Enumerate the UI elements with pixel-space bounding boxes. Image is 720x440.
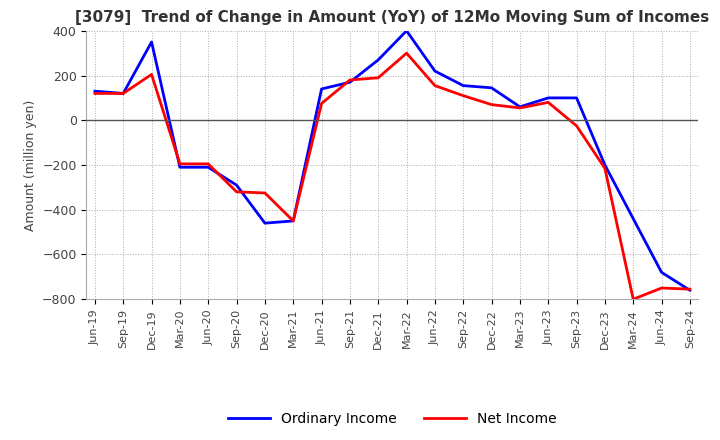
Net Income (148, 72, 156, 77)
Ordinary Income (516, 104, 524, 110)
Ordinary Income (459, 83, 467, 88)
Net Income (289, 218, 297, 224)
Ordinary Income (374, 57, 382, 62)
Ordinary Income (431, 68, 439, 73)
Net Income (204, 161, 212, 166)
Ordinary Income (148, 39, 156, 44)
Net Income (91, 91, 99, 96)
Y-axis label: Amount (million yen): Amount (million yen) (24, 99, 37, 231)
Ordinary Income (572, 95, 581, 100)
Net Income (600, 166, 609, 171)
Line: Net Income: Net Income (95, 53, 690, 299)
Net Income (487, 102, 496, 107)
Line: Ordinary Income: Ordinary Income (95, 31, 690, 290)
Ordinary Income (685, 288, 694, 293)
Net Income (402, 51, 411, 56)
Net Income (657, 286, 666, 291)
Net Income (572, 123, 581, 128)
Ordinary Income (346, 80, 354, 85)
Net Income (516, 105, 524, 110)
Net Income (431, 83, 439, 88)
Net Income (629, 297, 637, 302)
Ordinary Income (600, 162, 609, 168)
Net Income (374, 75, 382, 81)
Net Income (346, 77, 354, 83)
Ordinary Income (318, 86, 326, 92)
Net Income (544, 100, 552, 105)
Net Income (119, 91, 127, 96)
Ordinary Income (176, 165, 184, 170)
Ordinary Income (119, 91, 127, 96)
Ordinary Income (289, 218, 297, 224)
Ordinary Income (629, 216, 637, 221)
Legend: Ordinary Income, Net Income: Ordinary Income, Net Income (222, 407, 562, 432)
Title: [3079]  Trend of Change in Amount (YoY) of 12Mo Moving Sum of Incomes: [3079] Trend of Change in Amount (YoY) o… (76, 11, 709, 26)
Net Income (261, 191, 269, 196)
Net Income (685, 286, 694, 292)
Ordinary Income (204, 165, 212, 170)
Net Income (176, 161, 184, 166)
Net Income (318, 101, 326, 106)
Net Income (459, 93, 467, 98)
Ordinary Income (657, 270, 666, 275)
Ordinary Income (544, 95, 552, 100)
Ordinary Income (402, 28, 411, 33)
Ordinary Income (261, 220, 269, 226)
Net Income (233, 189, 241, 194)
Ordinary Income (91, 88, 99, 94)
Ordinary Income (487, 85, 496, 91)
Ordinary Income (233, 183, 241, 188)
